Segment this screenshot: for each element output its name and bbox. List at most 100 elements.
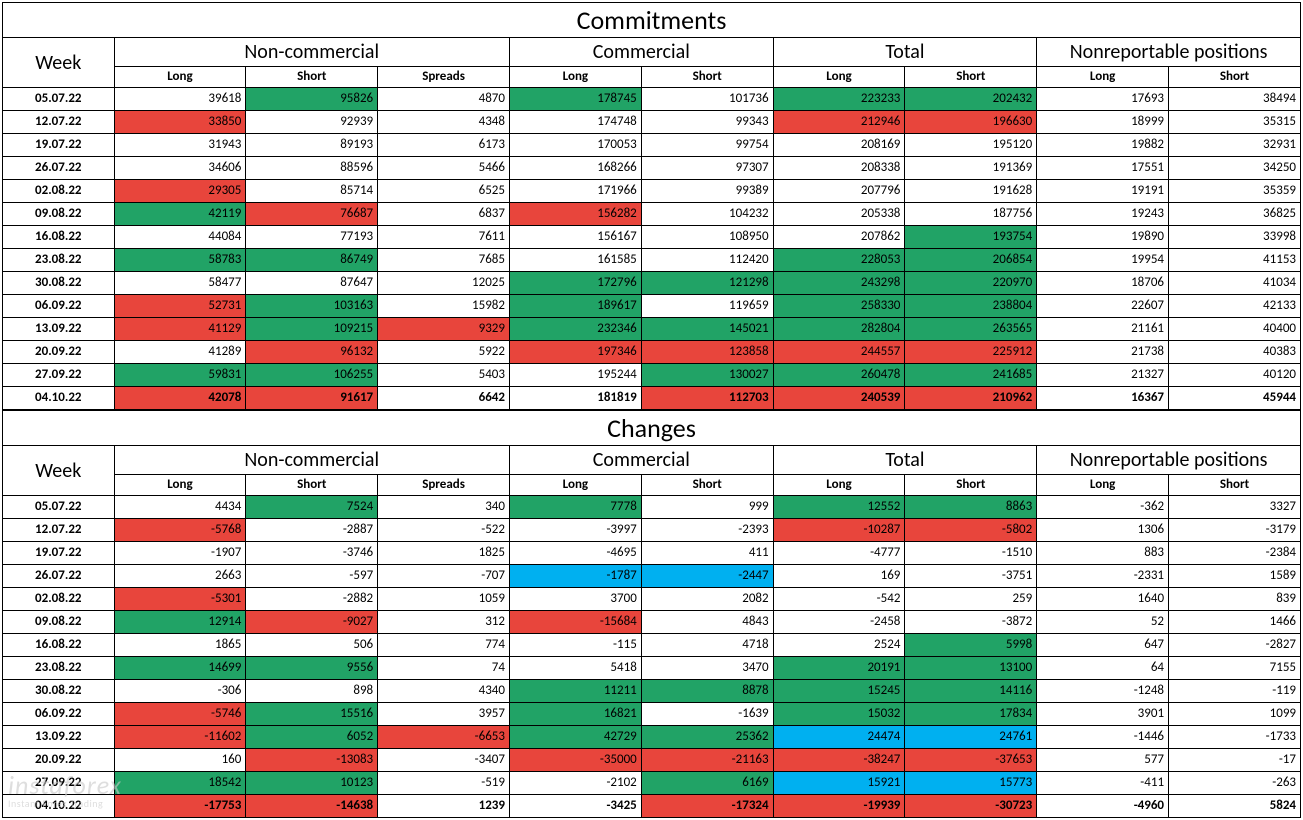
value-cell: -2102 (509, 772, 641, 795)
value-cell: 2663 (114, 565, 246, 588)
value-cell: 197346 (509, 341, 641, 364)
group-header: Commercial (509, 38, 773, 67)
value-cell: 156282 (509, 203, 641, 226)
value-cell: -1248 (1037, 680, 1169, 703)
value-cell: 160 (114, 749, 246, 772)
value-cell: 240539 (773, 387, 905, 410)
value-cell: 206854 (905, 249, 1037, 272)
value-cell: 24474 (773, 726, 905, 749)
value-cell: 205338 (773, 203, 905, 226)
value-cell: -17324 (641, 795, 773, 818)
value-cell: -13083 (246, 749, 378, 772)
value-cell: 5922 (378, 341, 510, 364)
sub-header: Long (509, 67, 641, 88)
week-cell: 26.07.22 (3, 565, 115, 588)
value-cell: 999 (641, 496, 773, 519)
value-cell: 282804 (773, 318, 905, 341)
value-cell: 225912 (905, 341, 1037, 364)
table-row: 30.08.2258477876471202517279612129824329… (3, 272, 1301, 295)
value-cell: 42078 (114, 387, 246, 410)
table-row: 06.09.2252731103163159821896171196592583… (3, 295, 1301, 318)
value-cell: 223233 (773, 88, 905, 111)
week-cell: 09.08.22 (3, 611, 115, 634)
value-cell: 104232 (641, 203, 773, 226)
value-cell: 7155 (1169, 657, 1301, 680)
value-cell: -19939 (773, 795, 905, 818)
value-cell: 14116 (905, 680, 1037, 703)
value-cell: -1446 (1037, 726, 1169, 749)
value-cell: 207862 (773, 226, 905, 249)
value-cell: 7524 (246, 496, 378, 519)
table-row: 26.07.2234606885965466168266973072083381… (3, 157, 1301, 180)
value-cell: 31943 (114, 134, 246, 157)
value-cell: 238804 (905, 295, 1037, 318)
value-cell: -519 (378, 772, 510, 795)
value-cell: 19882 (1037, 134, 1169, 157)
week-cell: 27.09.22 (3, 364, 115, 387)
value-cell: -2827 (1169, 634, 1301, 657)
value-cell: 3470 (641, 657, 773, 680)
value-cell: -411 (1037, 772, 1169, 795)
table-row: 20.09.22160-13083-3407-35000-21163-38247… (3, 749, 1301, 772)
table-row: 30.08.22-30689843401121188781524514116-1… (3, 680, 1301, 703)
value-cell: 4434 (114, 496, 246, 519)
value-cell: 33998 (1169, 226, 1301, 249)
value-cell: 5403 (378, 364, 510, 387)
value-cell: 196630 (905, 111, 1037, 134)
value-cell: 1059 (378, 588, 510, 611)
week-cell: 23.08.22 (3, 249, 115, 272)
value-cell: 58477 (114, 272, 246, 295)
value-cell: 24761 (905, 726, 1037, 749)
value-cell: 41129 (114, 318, 246, 341)
sub-header: Spreads (378, 67, 510, 88)
value-cell: 99343 (641, 111, 773, 134)
value-cell: 195120 (905, 134, 1037, 157)
value-cell: 9556 (246, 657, 378, 680)
sub-header: Long (114, 67, 246, 88)
value-cell: 12025 (378, 272, 510, 295)
value-cell: 88596 (246, 157, 378, 180)
value-cell: 5418 (509, 657, 641, 680)
table-row: 04.10.2242078916176642181819112703240539… (3, 387, 1301, 410)
value-cell: -597 (246, 565, 378, 588)
sub-header: Short (246, 67, 378, 88)
sub-header: Long (509, 475, 641, 496)
value-cell: 4340 (378, 680, 510, 703)
week-cell: 27.09.22 (3, 772, 115, 795)
section-title: Commitments (3, 3, 1301, 38)
value-cell: -1510 (905, 542, 1037, 565)
value-cell: 25362 (641, 726, 773, 749)
value-cell: 5466 (378, 157, 510, 180)
value-cell: 9329 (378, 318, 510, 341)
value-cell: 171966 (509, 180, 641, 203)
value-cell: 18706 (1037, 272, 1169, 295)
sub-header: Long (773, 67, 905, 88)
value-cell: -2887 (246, 519, 378, 542)
week-cell: 30.08.22 (3, 272, 115, 295)
week-cell: 12.07.22 (3, 519, 115, 542)
value-cell: 42133 (1169, 295, 1301, 318)
sub-header: Short (641, 67, 773, 88)
sub-header: Short (905, 67, 1037, 88)
table-row: 23.08.2258783867497685161585112420228053… (3, 249, 1301, 272)
value-cell: -9027 (246, 611, 378, 634)
value-cell: 19890 (1037, 226, 1169, 249)
week-cell: 06.09.22 (3, 295, 115, 318)
value-cell: 174748 (509, 111, 641, 134)
value-cell: 2082 (641, 588, 773, 611)
value-cell: 3901 (1037, 703, 1169, 726)
value-cell: 191628 (905, 180, 1037, 203)
value-cell: 74 (378, 657, 510, 680)
value-cell: 41153 (1169, 249, 1301, 272)
week-cell: 20.09.22 (3, 749, 115, 772)
value-cell: -5746 (114, 703, 246, 726)
value-cell: 6525 (378, 180, 510, 203)
value-cell: 161585 (509, 249, 641, 272)
week-cell: 30.08.22 (3, 680, 115, 703)
commitments-table: CommitmentsWeekNon-commercialCommercialT… (2, 2, 1301, 410)
value-cell: -15684 (509, 611, 641, 634)
value-cell: 20191 (773, 657, 905, 680)
week-cell: 19.07.22 (3, 134, 115, 157)
value-cell: 29305 (114, 180, 246, 203)
value-cell: 6052 (246, 726, 378, 749)
